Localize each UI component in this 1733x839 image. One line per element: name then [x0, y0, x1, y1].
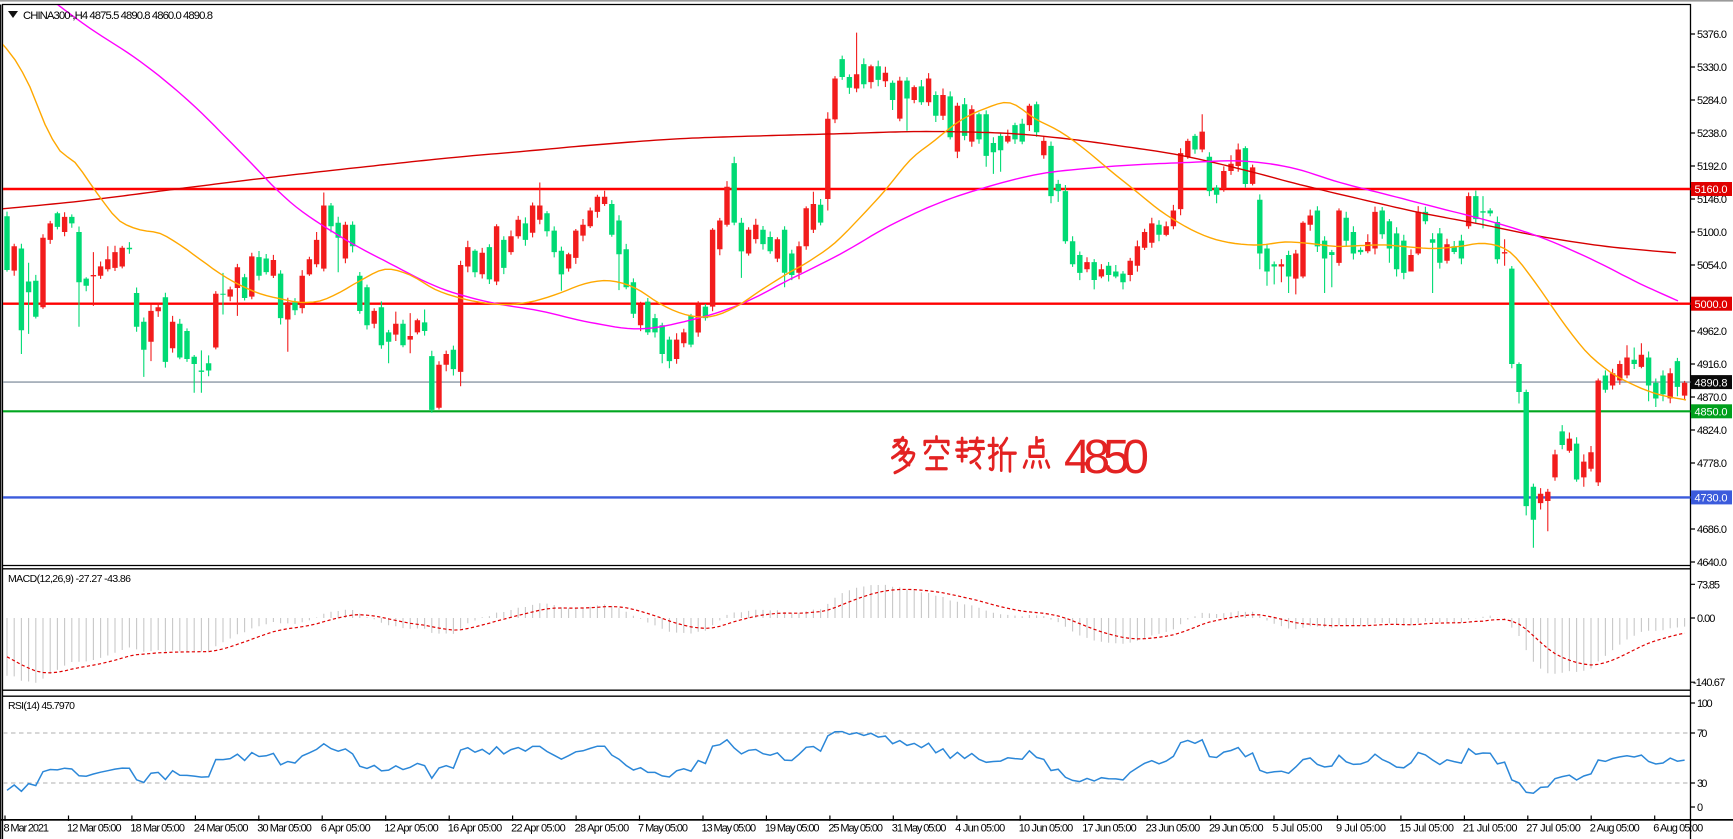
svg-text:4916.0: 4916.0 — [1697, 359, 1727, 371]
svg-text:19 May 05:00: 19 May 05:00 — [765, 823, 820, 835]
svg-text:4850.0: 4850.0 — [1695, 407, 1728, 419]
svg-text:2 Aug 05:00: 2 Aug 05:00 — [1590, 823, 1640, 835]
svg-text:12 Mar 05:00: 12 Mar 05:00 — [67, 823, 122, 835]
svg-text:27 Jul 05:00: 27 Jul 05:00 — [1526, 823, 1581, 835]
svg-text:9 Jul 05:00: 9 Jul 05:00 — [1336, 823, 1386, 835]
svg-text:5238.0: 5238.0 — [1697, 128, 1727, 140]
svg-text:5376.0: 5376.0 — [1697, 29, 1727, 41]
svg-text:70: 70 — [1697, 728, 1707, 740]
svg-text:MACD(12,26,9) -27.27 -43.86: MACD(12,26,9) -27.27 -43.86 — [8, 573, 131, 585]
svg-text:24 Mar 05:00: 24 Mar 05:00 — [194, 823, 249, 835]
svg-text:5284.0: 5284.0 — [1697, 95, 1727, 107]
svg-text:17 Jun 05:00: 17 Jun 05:00 — [1082, 823, 1137, 835]
svg-text:5192.0: 5192.0 — [1697, 161, 1727, 173]
svg-text:22 Apr 05:00: 22 Apr 05:00 — [511, 823, 566, 835]
svg-text:12 Apr 05:00: 12 Apr 05:00 — [384, 823, 439, 835]
svg-text:5100.0: 5100.0 — [1697, 227, 1727, 239]
svg-text:29 Jun 05:00: 29 Jun 05:00 — [1209, 823, 1264, 835]
svg-text:13 May 05:00: 13 May 05:00 — [702, 823, 757, 835]
svg-text:4686.0: 4686.0 — [1697, 524, 1727, 536]
svg-text:4962.0: 4962.0 — [1697, 326, 1727, 338]
svg-text:5000.0: 5000.0 — [1695, 299, 1728, 311]
svg-text:30: 30 — [1697, 778, 1707, 790]
svg-text:30 Mar 05:00: 30 Mar 05:00 — [257, 823, 312, 835]
svg-text:4890.8: 4890.8 — [1695, 377, 1728, 389]
svg-text:10 Jun 05:00: 10 Jun 05:00 — [1019, 823, 1074, 835]
svg-text:25 May 05:00: 25 May 05:00 — [828, 823, 883, 835]
svg-text:73.85: 73.85 — [1697, 579, 1720, 591]
svg-text:6 Apr 05:00: 6 Apr 05:00 — [321, 823, 371, 835]
svg-text:18 Mar 05:00: 18 Mar 05:00 — [130, 823, 185, 835]
svg-text:-140.67: -140.67 — [1693, 677, 1725, 689]
svg-text:0: 0 — [1697, 802, 1703, 814]
svg-text:4640.0: 4640.0 — [1697, 557, 1727, 569]
svg-text:4778.0: 4778.0 — [1697, 458, 1727, 470]
svg-text:21 Jul 05:00: 21 Jul 05:00 — [1463, 823, 1518, 835]
svg-text:RSI(14) 45.7970: RSI(14) 45.7970 — [8, 700, 75, 712]
svg-text:4850: 4850 — [1064, 431, 1149, 484]
svg-text:5 Jul 05:00: 5 Jul 05:00 — [1273, 823, 1323, 835]
svg-text:4870.0: 4870.0 — [1697, 392, 1727, 404]
svg-text:5054.0: 5054.0 — [1697, 260, 1727, 272]
svg-text:7 May 05:00: 7 May 05:00 — [638, 823, 688, 835]
svg-text:5160.0: 5160.0 — [1695, 184, 1728, 196]
svg-text:23 Jun 05:00: 23 Jun 05:00 — [1146, 823, 1201, 835]
svg-text:5330.0: 5330.0 — [1697, 62, 1727, 74]
svg-text:31 May 05:00: 31 May 05:00 — [892, 823, 947, 835]
svg-text:CHINA300-,H4 4875.5 4890.8 48: CHINA300-,H4 4875.5 4890.8 4860.0 4890.8 — [23, 10, 213, 22]
svg-text:15 Jul 05:00: 15 Jul 05:00 — [1399, 823, 1454, 835]
svg-text:0.00: 0.00 — [1697, 613, 1715, 625]
svg-text:28 Apr 05:00: 28 Apr 05:00 — [575, 823, 630, 835]
svg-text:16 Apr 05:00: 16 Apr 05:00 — [448, 823, 503, 835]
svg-text:5146.0: 5146.0 — [1697, 194, 1727, 206]
svg-text:4730.0: 4730.0 — [1695, 493, 1728, 505]
svg-text:100: 100 — [1697, 698, 1713, 710]
svg-text:8 Mar 2021: 8 Mar 2021 — [4, 823, 50, 835]
svg-text:4824.0: 4824.0 — [1697, 425, 1727, 437]
svg-text:4 Jun 05:00: 4 Jun 05:00 — [955, 823, 1005, 835]
svg-text:6 Aug 05:00: 6 Aug 05:00 — [1653, 823, 1703, 835]
